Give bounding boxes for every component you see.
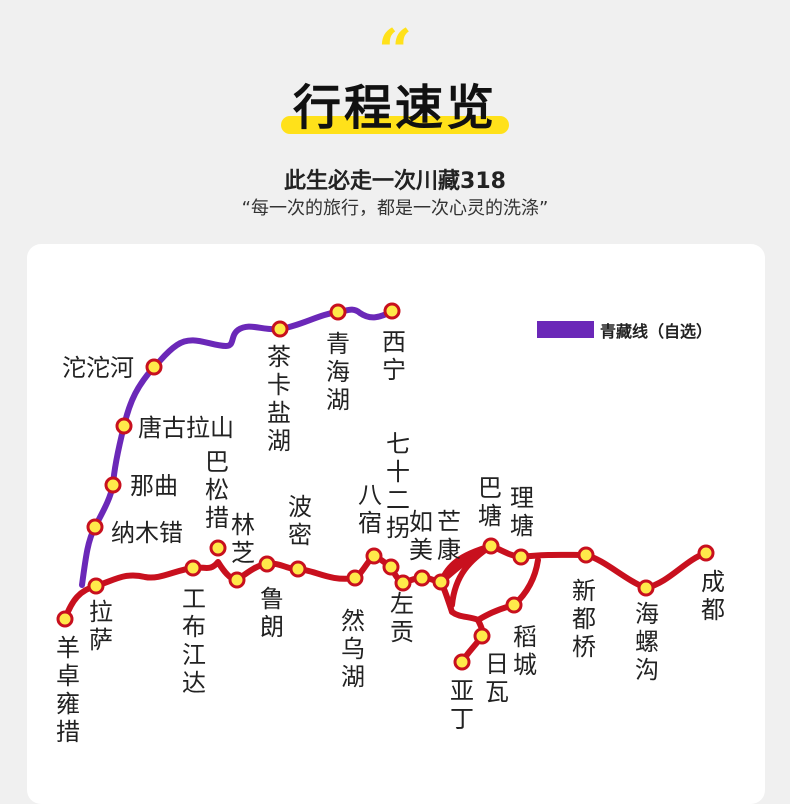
label-yamdrok: 羊卓雍措 [56,634,80,746]
label-tuotuohe: 沱沱河 [62,354,134,382]
label-xinduqiao: 新都桥 [572,577,596,661]
label-ranwu: 然乌湖 [341,607,365,691]
station-nyingchi [228,571,246,589]
label-riwa: 日瓦 [485,650,509,706]
station-chengdu [697,544,715,562]
tagline: “每一次的旅行，都是一次心灵的洗涤” [241,198,549,219]
title-area: 行程速览 [0,80,790,136]
station-tanggula [115,417,133,435]
station-daocheng [505,596,523,614]
label-qinghai-lake: 青海湖 [326,330,350,414]
station-markam [432,573,450,591]
station-litang [512,548,530,566]
station-namtso [86,518,104,536]
label-namtso: 纳木错 [111,519,183,547]
label-baxoi: 八宿 [358,481,382,537]
station-72turns [382,558,400,576]
quote-mark-icon: “ [377,17,413,87]
stations [56,302,715,671]
station-riwa [473,627,491,645]
station-nagqu [104,476,122,494]
station-basum [209,539,227,557]
legend-label: 青藏线（自选） [600,322,713,341]
label-daocheng: 稻城 [513,623,537,679]
station-gongbo [184,559,202,577]
subtitle: 此生必走一次川藏318 [284,169,506,194]
label-nagqu: 那曲 [130,472,178,500]
station-tuotuohe [145,358,163,376]
label-tanggula: 唐古拉山 [138,414,234,442]
map-card [27,244,765,804]
label-chaka: 茶卡盐湖 [267,343,291,455]
station-rumei [413,569,431,587]
page-title: 行程速览 [280,80,509,136]
label-batang: 巴塘 [478,474,502,530]
station-bomi [289,560,307,578]
label-litang: 理塘 [510,484,534,540]
label-lulang: 鲁朗 [260,585,284,641]
label-nyingchi: 林芝 [231,511,255,567]
legend-swatch-qingzang [537,321,594,338]
route-318-main [62,543,709,622]
label-gongbo: 工布江达 [182,585,206,697]
station-yamdrok [56,610,74,628]
station-lhasa [87,577,105,595]
label-rumei: 如美 [409,508,433,564]
station-ranwu [346,569,364,587]
label-72turns: 七十二拐 [386,430,410,542]
station-xinduqiao [577,546,595,564]
label-xining: 西宁 [382,328,406,384]
label-basum: 巴松措 [205,448,229,532]
label-hailuogou: 海螺沟 [635,600,659,684]
station-zogang [394,574,412,592]
label-lhasa: 拉萨 [89,598,113,654]
station-lulang [258,555,276,573]
station-baxoi [365,547,383,565]
station-batang [482,537,500,555]
page-title-text: 行程速览 [292,80,497,136]
station-chaka [271,320,289,338]
station-yading [453,653,471,671]
label-zogang: 左贡 [390,590,414,646]
station-qinghai-lake [329,303,347,321]
label-chengdu: 成都 [701,568,725,624]
label-yading: 亚丁 [450,677,474,733]
label-bomi: 波密 [288,493,312,549]
station-xining [383,302,401,320]
station-hailuogou [637,579,655,597]
label-markam: 芒康 [437,508,461,564]
